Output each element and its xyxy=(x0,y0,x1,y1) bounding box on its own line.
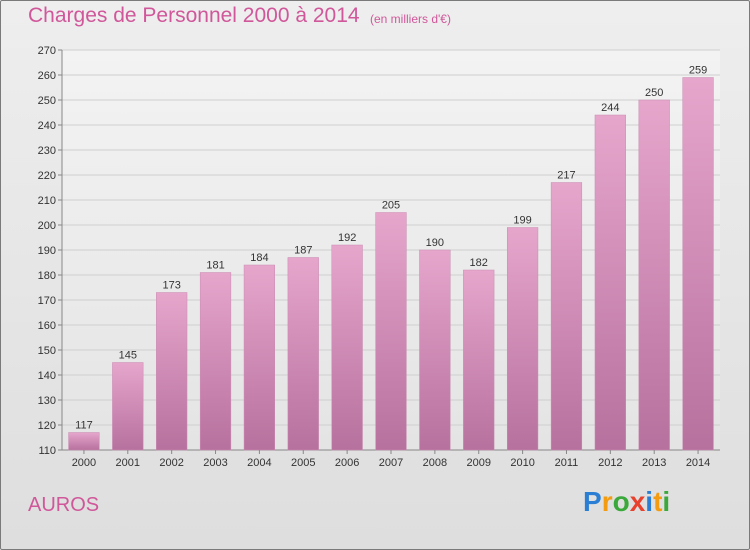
y-tick-label: 140 xyxy=(38,370,56,382)
x-tick-label: 2012 xyxy=(598,457,622,469)
x-tick-label: 2003 xyxy=(203,457,227,469)
data-label: 184 xyxy=(250,252,268,264)
x-tick-label: 2001 xyxy=(116,457,140,469)
x-tick-label: 2013 xyxy=(642,457,666,469)
logo-letter: x xyxy=(629,486,646,517)
bar xyxy=(638,99,670,451)
data-label: 217 xyxy=(557,170,575,182)
logo-letter: t xyxy=(653,486,663,517)
y-tick-label: 230 xyxy=(38,145,56,157)
data-label: 199 xyxy=(513,215,531,227)
logo-letter: r xyxy=(601,486,613,517)
y-tick-label: 250 xyxy=(38,95,56,107)
bar xyxy=(243,264,276,451)
data-label: 181 xyxy=(206,260,224,272)
logo-letter: o xyxy=(612,486,630,517)
y-tick-label: 120 xyxy=(38,420,56,432)
bar xyxy=(463,269,495,451)
y-tick-label: 130 xyxy=(38,395,56,407)
commune-name: AUROS xyxy=(28,494,100,516)
x-tick-label: 2008 xyxy=(423,457,447,469)
y-tick-label: 110 xyxy=(38,445,56,457)
bar xyxy=(68,432,100,451)
chart-subtitle: (en milliers d'€) xyxy=(370,12,451,26)
data-label: 190 xyxy=(426,237,444,249)
y-tick-label: 260 xyxy=(38,70,56,82)
logo-letter: P xyxy=(583,486,602,517)
logo-letter: i xyxy=(645,486,654,517)
x-tick-label: 2014 xyxy=(686,457,710,469)
data-label: 259 xyxy=(689,65,707,77)
y-tick-label: 220 xyxy=(38,170,56,182)
bar xyxy=(682,77,714,451)
logo-letter: i xyxy=(662,486,671,517)
x-tick-label: 2005 xyxy=(291,457,315,469)
x-tick-label: 2006 xyxy=(335,457,359,469)
bar xyxy=(419,249,451,451)
bar xyxy=(594,114,626,451)
y-tick-label: 190 xyxy=(38,245,56,257)
y-tick-label: 160 xyxy=(38,320,56,332)
bar xyxy=(375,212,407,451)
x-tick-label: 2009 xyxy=(466,457,490,469)
chart-title: Charges de Personnel 2000 à 2014 xyxy=(28,4,360,27)
y-tick-label: 200 xyxy=(38,220,56,232)
bar xyxy=(506,227,539,451)
data-label: 145 xyxy=(119,350,137,362)
proxiti-logo: Proxiti xyxy=(583,486,670,518)
data-label: 173 xyxy=(162,280,180,292)
data-label: 244 xyxy=(601,102,619,114)
x-tick-label: 2010 xyxy=(510,457,534,469)
data-label: 250 xyxy=(645,87,663,99)
y-tick-label: 180 xyxy=(38,270,56,282)
x-tick-label: 2011 xyxy=(555,457,579,469)
data-label: 187 xyxy=(294,245,312,257)
y-tick-label: 150 xyxy=(38,345,56,357)
data-label: 182 xyxy=(470,257,488,269)
bar xyxy=(112,362,144,451)
bar xyxy=(550,182,583,451)
x-tick-label: 2000 xyxy=(72,457,96,469)
x-tick-label: 2004 xyxy=(247,457,271,469)
data-label: 192 xyxy=(338,232,356,244)
y-tick-label: 210 xyxy=(38,195,56,207)
bar xyxy=(199,272,232,451)
y-tick-label: 170 xyxy=(38,295,56,307)
bar xyxy=(287,257,319,451)
x-tick-label: 2007 xyxy=(379,457,403,469)
y-tick-label: 270 xyxy=(38,45,56,57)
y-tick-label: 240 xyxy=(38,120,56,132)
bar xyxy=(331,244,363,451)
bar xyxy=(156,292,188,451)
x-tick-label: 2002 xyxy=(159,457,183,469)
data-label: 205 xyxy=(382,200,400,212)
data-label: 117 xyxy=(75,420,93,432)
